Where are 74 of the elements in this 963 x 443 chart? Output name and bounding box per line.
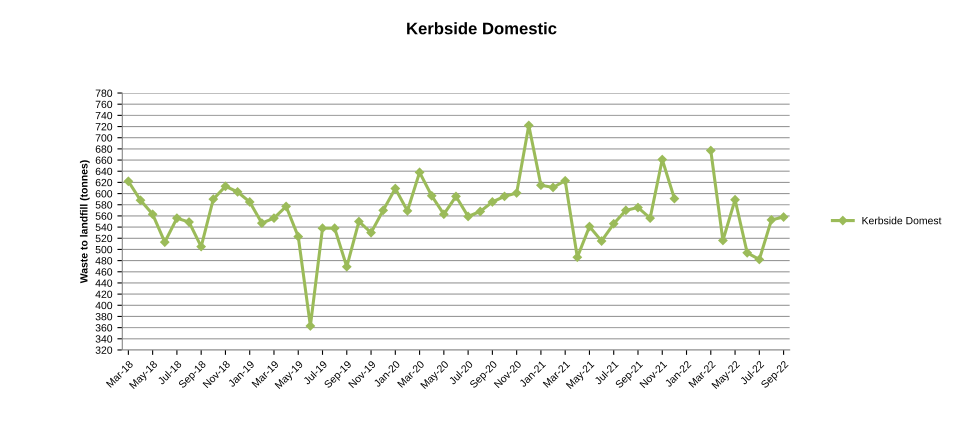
point <box>318 224 328 233</box>
y-tick-label: 440 <box>95 279 112 287</box>
point <box>281 202 291 212</box>
y-tick-label: 740 <box>96 112 112 120</box>
point <box>451 192 461 201</box>
point <box>560 176 570 186</box>
point <box>172 214 182 223</box>
point <box>596 236 606 246</box>
y-tick-label: 660 <box>96 156 112 164</box>
point <box>476 206 485 216</box>
point <box>584 222 594 232</box>
y-tick-label: 540 <box>96 224 112 231</box>
y-tick-label: 480 <box>95 257 112 264</box>
point <box>742 248 752 258</box>
point <box>488 197 498 207</box>
point <box>754 254 764 264</box>
y-tick-label: 400 <box>95 302 112 310</box>
point <box>148 210 158 219</box>
y-tick-label: 360 <box>96 324 112 332</box>
point <box>245 197 254 207</box>
point <box>160 238 170 247</box>
point <box>548 182 558 192</box>
y-tick-label: 420 <box>95 290 112 298</box>
point <box>778 212 788 222</box>
y-tick-label: 320 <box>96 346 112 354</box>
point <box>463 212 473 222</box>
point <box>208 194 218 204</box>
point <box>136 196 146 205</box>
point <box>621 206 630 215</box>
point <box>645 214 655 223</box>
legend-label: Kerbside Domest <box>862 216 942 224</box>
point <box>670 194 680 204</box>
point <box>390 184 400 194</box>
point <box>366 228 376 238</box>
point <box>330 224 340 233</box>
y-tick-label: 340 <box>96 335 112 343</box>
y-tick-label: 760 <box>96 100 112 108</box>
y-tick-label: 380 <box>96 312 112 320</box>
point <box>378 206 388 215</box>
point <box>500 192 510 201</box>
point <box>439 210 448 219</box>
point <box>354 216 364 226</box>
point <box>196 242 206 252</box>
point <box>294 232 303 242</box>
point <box>512 188 522 198</box>
point <box>220 182 230 191</box>
y-tick-label: 680 <box>96 145 112 153</box>
y-tick-label: 520 <box>96 234 112 242</box>
point <box>124 176 133 186</box>
y-tick-label: 720 <box>96 123 112 130</box>
y-tick-label: 560 <box>96 212 112 220</box>
point <box>414 168 424 177</box>
point <box>427 191 436 200</box>
chart-title: Kerbside Domestic <box>407 22 557 34</box>
y-tick-label: 640 <box>96 168 112 176</box>
y-tick-label: 620 <box>96 178 112 186</box>
y-tick-label: 460 <box>95 268 112 276</box>
point <box>269 214 279 223</box>
point <box>257 218 266 228</box>
y-tick-label: 500 <box>96 246 112 254</box>
point <box>184 217 194 227</box>
y-tick-label: 780 <box>96 90 112 97</box>
point <box>232 187 242 197</box>
point <box>766 215 776 224</box>
point <box>706 146 716 156</box>
point <box>633 202 643 212</box>
point <box>402 206 412 216</box>
y-axis-title: Waste to landfill (tonnes) <box>80 160 90 284</box>
y-tick-label: 600 <box>96 190 112 198</box>
y-tick-label: 580 <box>96 201 112 209</box>
point <box>306 321 315 331</box>
point <box>536 180 546 190</box>
y-tick-label: 700 <box>96 134 112 142</box>
point <box>609 219 618 228</box>
